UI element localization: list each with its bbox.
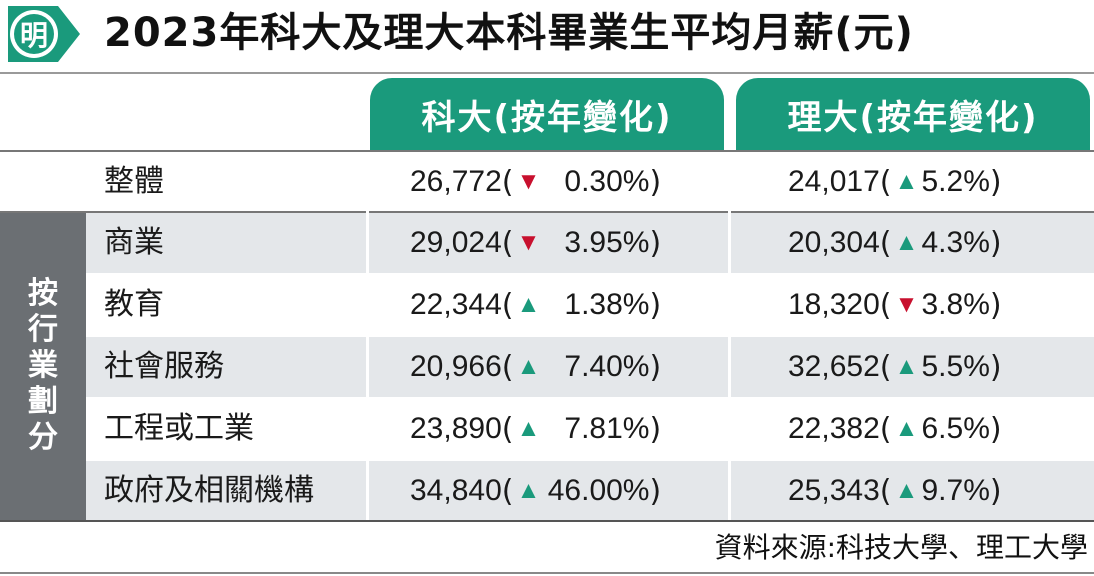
- polyu-change: 9.7%: [921, 474, 990, 507]
- hkust-cell: 29,024(▼ 3.95%): [410, 225, 662, 261]
- hkust-salary: 23,890: [410, 412, 502, 445]
- table-row: 商業 29,024(▼ 3.95%) 20,304(▲ 4.3%): [86, 213, 1094, 273]
- polyu-change: 6.5%: [921, 412, 990, 445]
- hkust-cell: 26,772(▼ 0.30%): [410, 164, 662, 200]
- hkust-change: 46.00%: [547, 474, 650, 507]
- change-arrow-icon: ▲: [894, 168, 919, 195]
- change-arrow-icon: ▲: [894, 415, 919, 442]
- row-label: 教育: [104, 287, 164, 322]
- source-note: 資料來源:科技大學、理工大學: [714, 531, 1088, 564]
- polyu-change: 3.8%: [921, 288, 990, 321]
- hkust-change: 7.81%: [564, 412, 650, 445]
- change-arrow-icon: ▲: [516, 353, 541, 380]
- ming-pao-logo: 明: [8, 6, 80, 62]
- table-row: 政府及相關機構 34,840(▲ 46.00%) 25,343(▲ 9.7%): [86, 461, 1094, 521]
- change-arrow-icon: ▲: [516, 415, 541, 442]
- industry-group-band: [0, 212, 86, 520]
- hkust-cell: 23,890(▲ 7.81%): [410, 411, 662, 447]
- hkust-salary: 20,966: [410, 350, 502, 383]
- overall-divider: [0, 211, 1094, 213]
- hkust-salary: 34,840: [410, 474, 502, 507]
- hkust-salary: 26,772: [410, 165, 502, 198]
- column-divider: [728, 152, 731, 520]
- bottom-divider: [0, 520, 1094, 522]
- hkust-change: 7.40%: [564, 350, 650, 383]
- industry-group-label: 按 行 業 劃 分: [28, 276, 58, 455]
- change-arrow-icon: ▼: [516, 168, 541, 195]
- row-label: 整體: [104, 164, 164, 199]
- polyu-change: 5.2%: [921, 165, 990, 198]
- hkust-change: 3.95%: [564, 226, 650, 259]
- polyu-cell: 22,382(▲ 6.5%): [788, 411, 1002, 447]
- polyu-change: 4.3%: [921, 226, 990, 259]
- hkust-cell: 34,840(▲ 46.00%): [410, 473, 662, 509]
- column-divider: [366, 152, 369, 520]
- row-label: 政府及相關機構: [104, 473, 314, 508]
- change-arrow-icon: ▲: [894, 353, 919, 380]
- change-arrow-icon: ▲: [894, 229, 919, 256]
- change-arrow-icon: ▲: [894, 477, 919, 504]
- polyu-cell: 18,320(▼ 3.8%): [788, 287, 1002, 323]
- table-row: 教育 22,344(▲ 1.38%) 18,320(▼ 3.8%): [86, 275, 1094, 335]
- column-header-polyu: 理大(按年變化): [736, 78, 1090, 150]
- row-label: 工程或工業: [104, 411, 254, 446]
- change-arrow-icon: ▼: [516, 229, 541, 256]
- hkust-salary: 29,024: [410, 226, 502, 259]
- change-arrow-icon: ▲: [516, 291, 541, 318]
- table-row-overall: 整體 26,772(▼ 0.30%) 24,017(▲ 5.2%): [0, 152, 1094, 212]
- column-header-hkust: 科大(按年變化): [370, 78, 724, 150]
- change-arrow-icon: ▼: [894, 291, 919, 318]
- table-row: 社會服務 20,966(▲ 7.40%) 32,652(▲ 5.5%): [86, 337, 1094, 397]
- hkust-change: 0.30%: [564, 165, 650, 198]
- top-divider: [0, 72, 1094, 74]
- polyu-salary: 24,017: [788, 165, 880, 198]
- header-divider: [0, 150, 1094, 152]
- polyu-cell: 25,343(▲ 9.7%): [788, 473, 1002, 509]
- polyu-salary: 20,304: [788, 226, 880, 259]
- change-arrow-icon: ▲: [516, 477, 541, 504]
- table-row: 工程或工業 23,890(▲ 7.81%) 22,382(▲ 6.5%): [86, 399, 1094, 459]
- polyu-cell: 24,017(▲ 5.2%): [788, 164, 1002, 200]
- polyu-cell: 32,652(▲ 5.5%): [788, 349, 1002, 385]
- hkust-salary: 22,344: [410, 288, 502, 321]
- row-label: 商業: [104, 225, 164, 260]
- polyu-salary: 32,652: [788, 350, 880, 383]
- polyu-change: 5.5%: [921, 350, 990, 383]
- hkust-change: 1.38%: [564, 288, 650, 321]
- polyu-salary: 25,343: [788, 474, 880, 507]
- polyu-cell: 20,304(▲ 4.3%): [788, 225, 1002, 261]
- row-label: 社會服務: [104, 349, 224, 384]
- polyu-salary: 18,320: [788, 288, 880, 321]
- logo-char: 明: [20, 19, 48, 52]
- page-title: 2023年科大及理大本科畢業生平均月薪(元): [104, 10, 914, 56]
- hkust-cell: 22,344(▲ 1.38%): [410, 287, 662, 323]
- footer-divider: [0, 572, 1094, 574]
- hkust-cell: 20,966(▲ 7.40%): [410, 349, 662, 385]
- polyu-salary: 22,382: [788, 412, 880, 445]
